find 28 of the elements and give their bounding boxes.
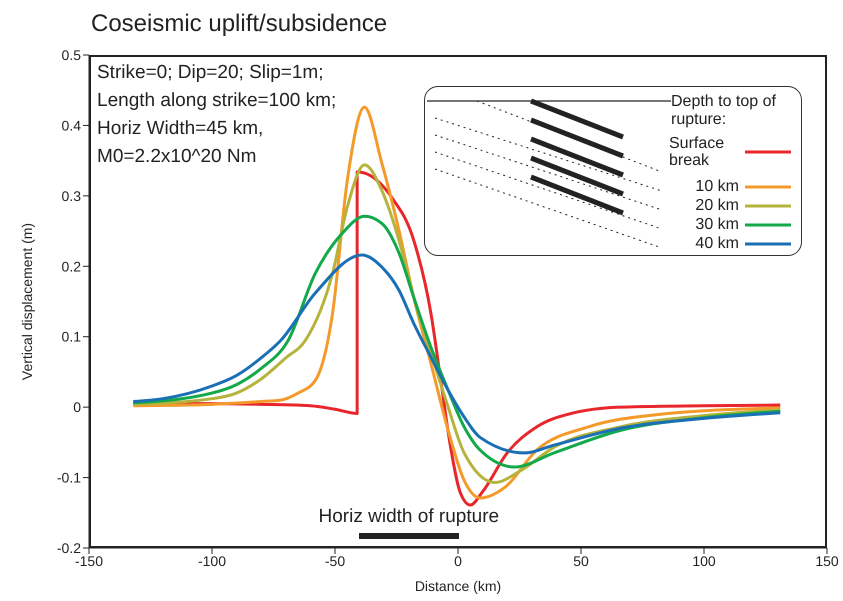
y-tick-label: -0.1 (56, 470, 82, 486)
x-tick-label: 150 (815, 552, 839, 569)
x-tick-label: -50 (324, 552, 346, 569)
legend-label: 10 km (695, 178, 739, 195)
x-tick-label: 50 (573, 552, 589, 569)
y-tick-label: 0.4 (62, 117, 82, 134)
x-axis-title: Distance (km) (414, 578, 502, 594)
legend-title: Depth to top of rupture: (671, 93, 777, 129)
y-tick-label: 0.2 (62, 258, 82, 274)
y-tick-label: 0 (73, 399, 82, 416)
annotation: Horiz width of rupture (318, 506, 500, 528)
annotation: Strike=0; Dip=20; Slip=1m; (97, 61, 325, 85)
legend-label: Surface break (669, 135, 726, 169)
y-axis-title: Vertical displacement (m) (18, 222, 35, 380)
x-tick-label: 100 (692, 552, 716, 569)
y-tick-label: 0.3 (62, 188, 82, 204)
chart-title: Coseismic uplift/subsidence (91, 10, 388, 38)
annotation: M0=2.2x10^20 Nm (97, 145, 258, 169)
legend-label: 30 km (695, 216, 739, 233)
x-tick-label: -100 (198, 552, 226, 569)
legend-label: 20 km (695, 197, 739, 214)
line-series (132, 254, 782, 454)
legend-label: 40 km (695, 235, 739, 252)
annotation: Horiz Width=45 km, (97, 117, 264, 141)
annotation: Length along strike=100 km; (97, 89, 336, 113)
x-tick-label: 0 (454, 552, 462, 569)
y-tick-label: 0.1 (62, 328, 82, 345)
y-tick-label: 0.5 (62, 46, 82, 63)
